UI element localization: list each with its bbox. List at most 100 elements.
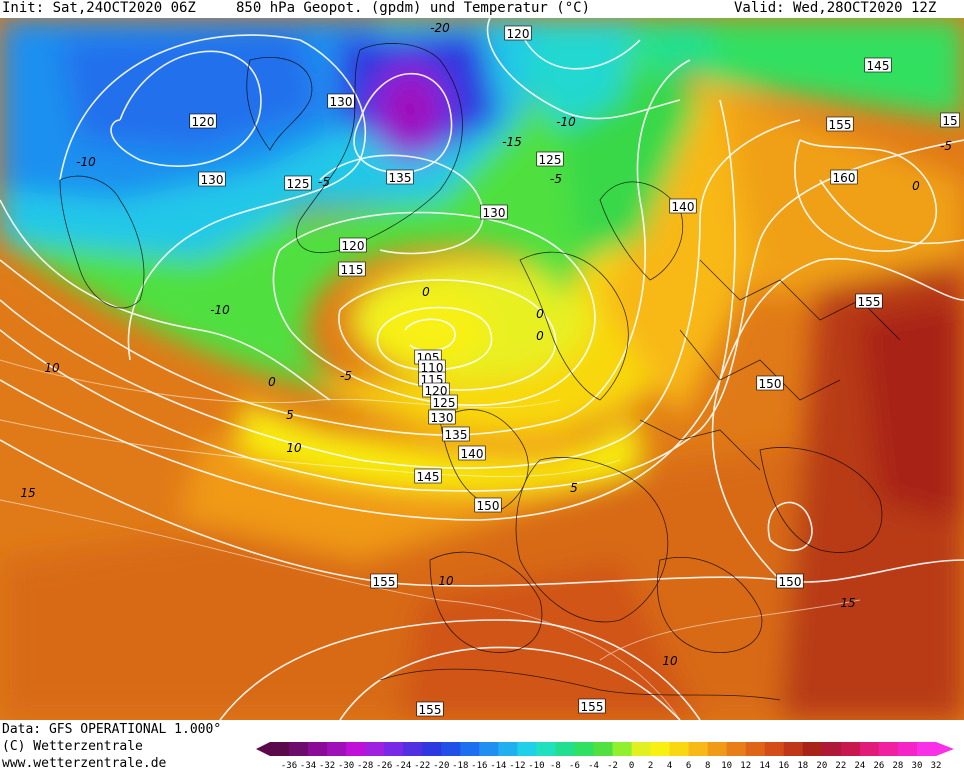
geopotential-label: 135	[386, 169, 414, 185]
colorbar-tick-label: -30	[338, 761, 354, 771]
geopotential-label-text: 130	[201, 173, 224, 187]
temperature-colorbar: -36 -34 -32 -30 -28 -26 -24 -22 -20 -18 -16 -14 -12-…	[256, 742, 954, 771]
colorbar-left-arrow	[256, 742, 270, 756]
temperature-label: 0	[536, 307, 544, 321]
colorbar-tick-label: -24	[395, 761, 411, 771]
geopotential-label: 120	[422, 382, 450, 398]
colorbar-tick-label: 24	[854, 761, 865, 771]
temperature-isolines	[0, 359, 861, 720]
colorbar-tick-label: -6	[569, 761, 580, 771]
geopotential-label: 125	[284, 175, 312, 191]
geopotential-label: 125	[536, 151, 564, 167]
colorbar-swatch	[612, 742, 633, 756]
colorbar-swatch	[859, 742, 880, 756]
geopotential-label-text: 140	[672, 200, 695, 214]
geopotential-label: 155	[578, 698, 606, 714]
colorbar-tick-label: -28	[357, 761, 373, 771]
geopotential-label-text: 115	[341, 263, 364, 277]
geopotential-label: 150	[756, 375, 784, 391]
colorbar-swatch	[745, 742, 766, 756]
temperature-label: 5	[570, 481, 578, 495]
colorbar-swatch	[669, 742, 690, 756]
temperature-label: 15	[20, 486, 35, 500]
temperature-label: -10	[210, 303, 230, 317]
temperature-label: 15	[840, 596, 855, 610]
temperature-label: -10	[76, 155, 96, 169]
geopotential-label: 155	[826, 116, 854, 132]
geopotential-label: 130	[480, 204, 508, 220]
geopotential-label: 155	[855, 293, 883, 309]
colorbar-tick-label: -4	[588, 761, 599, 771]
geopotential-label-text: 130	[431, 411, 454, 425]
temperature-label: 0	[912, 179, 920, 193]
geopotential-label-text: 15	[942, 114, 957, 128]
colorbar-tick-label: 4	[667, 761, 672, 771]
colorbar-swatch	[650, 742, 671, 756]
colorbar-swatch	[783, 742, 804, 756]
colorbar-swatch	[878, 742, 899, 756]
colorbar-swatch	[308, 742, 328, 756]
colorbar-tick-label: 20	[816, 761, 827, 771]
colorbar-tick-label: -18	[452, 761, 468, 771]
colorbar-tick-label: 6	[686, 761, 691, 771]
colorbar-swatch	[593, 742, 614, 756]
colorbar-tick-label: -12	[509, 761, 525, 771]
geopotential-label: 130	[428, 409, 456, 425]
temperature-label: -20	[430, 21, 450, 35]
geopotential-label-text: 120	[507, 27, 530, 41]
temperature-label: -5	[340, 369, 352, 383]
colorbar-tick-label: 14	[759, 761, 770, 771]
geopotential-label-text: 135	[389, 171, 412, 185]
colorbar-tick-label: -2	[607, 761, 618, 771]
temperature-label: 5	[286, 408, 294, 422]
colorbar-swatch	[517, 742, 537, 756]
colorbar-swatch	[346, 742, 366, 756]
colorbar-tick-label: 8	[705, 761, 710, 771]
geopotential-label: 120	[504, 25, 532, 41]
colorbar-swatch	[270, 742, 290, 756]
geopotential-label-text: 130	[330, 95, 353, 109]
geopotential-label: 15	[940, 112, 960, 128]
colorbar-tick-label: -32	[319, 761, 335, 771]
colorbar-tick-label: -36	[281, 761, 297, 771]
map-title: 850 hPa Geopot. (gpdm) und Temperatur (°…	[236, 0, 591, 16]
geopotential-label: 150	[474, 497, 502, 513]
temperature-label: 10	[438, 574, 454, 588]
geopotential-label-text: 125	[539, 153, 562, 167]
colorbar-swatch	[479, 742, 499, 756]
map-header: Init: Sat,24OCT2020 06Z 850 hPa Geopot. …	[0, 0, 964, 18]
geopotential-label: 120	[339, 237, 367, 253]
colorbar-tick-label: -10	[528, 761, 544, 771]
colorbar-swatch	[840, 742, 861, 756]
colorbar-tick-label: 12	[740, 761, 751, 771]
colorbar-swatch	[802, 742, 823, 756]
geopotential-label-text: 130	[483, 206, 506, 220]
website: www.wetterzentrale.de	[2, 756, 167, 771]
colorbar-tick-label: 0	[629, 761, 634, 771]
geopotential-label-text: 150	[759, 377, 782, 391]
geopotential-label-text: 155	[419, 703, 442, 717]
geopotential-label-text: 155	[581, 700, 604, 714]
colorbar-tick-label: 32	[931, 761, 942, 771]
colorbar-swatch	[536, 742, 556, 756]
colorbar-swatch	[460, 742, 480, 756]
colorbar-swatch	[916, 742, 937, 756]
colorbar-swatch	[707, 742, 728, 756]
geopotential-isolines	[0, 18, 964, 720]
valid-time: Valid: Wed,28OCT2020 12Z	[734, 0, 937, 16]
geopotential-label-text: 120	[425, 384, 448, 398]
temperature-label: 10	[662, 654, 678, 668]
colorbar-tick-label: -34	[300, 761, 316, 771]
geopotential-label: 125	[430, 394, 458, 410]
geopotential-label: 130	[198, 171, 226, 187]
colorbar-swatch	[821, 742, 842, 756]
colorbar-tick-label: -22	[414, 761, 430, 771]
colorbar-tick-label: 18	[797, 761, 808, 771]
colorbar-swatch	[555, 742, 575, 756]
colorbar-tick-label: 10	[721, 761, 732, 771]
geopotential-label-text: 155	[858, 295, 881, 309]
colorbar-right-arrow	[936, 742, 954, 756]
colorbar-swatch	[574, 742, 594, 756]
geopotential-label-text: 160	[833, 171, 856, 185]
